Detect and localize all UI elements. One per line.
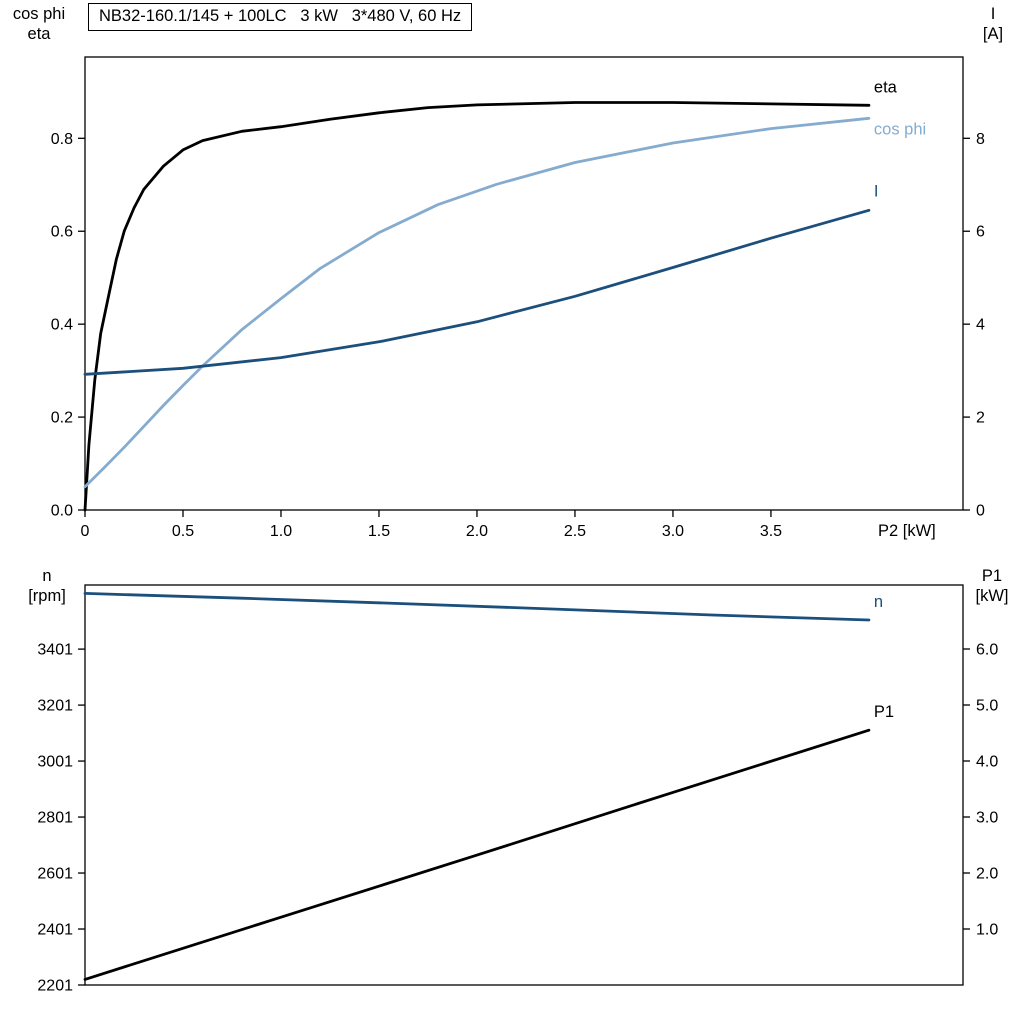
right-tick-label: 2.0	[976, 866, 998, 883]
top-right-axis-title: I [A]	[970, 4, 1016, 44]
curve-eta	[83, 101, 871, 512]
left-tick-label: 2601	[37, 866, 73, 883]
axis-title-line: [A]	[982, 25, 1004, 43]
left-tick-label: 0.0	[51, 503, 73, 520]
x-tick-label: 2.0	[466, 523, 488, 540]
curve-speed	[83, 592, 871, 622]
curve-label-eta: eta	[874, 78, 898, 96]
x-axis-title: P2 [kW]	[878, 522, 936, 540]
right-tick-label: 2	[976, 410, 985, 427]
axis-title-line: I	[990, 5, 996, 23]
axis-title-line: n	[42, 567, 52, 585]
right-tick-label: 3.0	[976, 810, 998, 827]
axis-title-line: cos phi	[12, 5, 66, 23]
left-tick-label: 2401	[37, 922, 73, 939]
x-tick-label: 2.5	[564, 523, 586, 540]
right-tick-label: 1.0	[976, 922, 998, 939]
left-tick-label: 3001	[37, 754, 73, 771]
axis-title-line: [kW]	[975, 587, 1009, 605]
axis-title-line: P1	[981, 567, 1003, 585]
curve-current	[83, 208, 871, 376]
axis-title-line: eta	[27, 25, 51, 43]
chart-title: NB32-160.1/145 + 100LC 3 kW 3*480 V, 60 …	[88, 3, 473, 31]
right-tick-label: 8	[976, 131, 985, 148]
plot-frame	[84, 584, 964, 986]
curve-label-p1: P1	[874, 703, 894, 721]
left-tick-label: 2801	[37, 810, 73, 827]
curve-label-cos-phi: cos phi	[874, 120, 926, 138]
curve-label-speed: n	[874, 593, 883, 611]
left-tick-label: 0.6	[51, 224, 73, 241]
curve-cos-phi	[83, 116, 871, 489]
right-tick-label: 4	[976, 317, 985, 334]
right-tick-label: 4.0	[976, 754, 998, 771]
x-tick-label: 1.0	[270, 523, 292, 540]
left-tick-label: 0.8	[51, 131, 73, 148]
left-tick-label: 0.2	[51, 410, 73, 427]
x-tick-label: 0	[81, 523, 90, 540]
right-tick-label: 6.0	[976, 642, 998, 659]
left-tick-label: 3201	[37, 698, 73, 715]
curve-p1	[83, 728, 871, 981]
right-tick-label: 6	[976, 224, 985, 241]
top-left-axis-title: cos phi eta	[6, 4, 72, 44]
left-tick-label: 2201	[37, 978, 73, 995]
x-tick-label: 3.0	[662, 523, 684, 540]
right-tick-label: 5.0	[976, 698, 998, 715]
left-tick-label: 3401	[37, 642, 73, 659]
left-tick-label: 0.4	[51, 317, 73, 334]
x-tick-label: 3.5	[760, 523, 782, 540]
curve-label-current: I	[874, 182, 879, 200]
x-tick-label: 0.5	[172, 523, 194, 540]
bottom-left-axis-title: n [rpm]	[12, 566, 82, 606]
bottom-right-axis-title: P1 [kW]	[964, 566, 1020, 606]
axis-title-line: [rpm]	[28, 587, 66, 605]
right-tick-label: 0	[976, 503, 985, 520]
x-tick-label: 1.5	[368, 523, 390, 540]
